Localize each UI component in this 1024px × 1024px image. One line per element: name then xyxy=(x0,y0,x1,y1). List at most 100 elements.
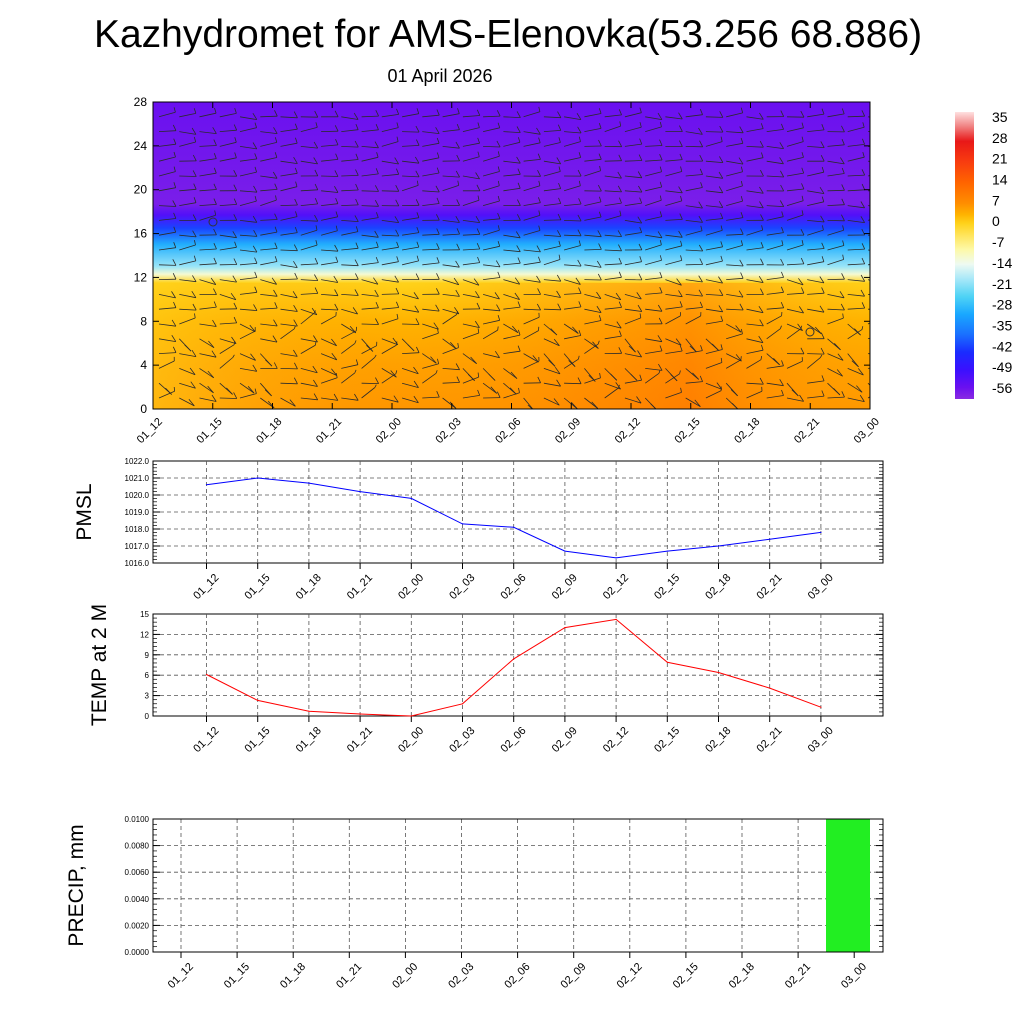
wind-barb-flag xyxy=(333,393,339,401)
wind-barb-flag xyxy=(833,388,841,396)
wind-barb-flag xyxy=(189,367,196,375)
wind-barb-flag xyxy=(698,289,703,297)
wind-barb xyxy=(361,146,379,149)
wind-barb-flag xyxy=(354,140,359,148)
y-tick-label: 1021.0 xyxy=(125,474,150,483)
wind-barb xyxy=(746,349,764,354)
wind-barb-flag xyxy=(331,368,337,376)
wind-barb xyxy=(158,130,177,132)
wind-barb-flag xyxy=(861,302,866,309)
wind-barb-flag xyxy=(739,259,744,267)
wind-barb-flag xyxy=(353,112,359,120)
wind-barb xyxy=(462,233,480,236)
wind-barb xyxy=(523,360,540,369)
wind-barb-flag xyxy=(456,228,460,235)
data-point xyxy=(513,526,515,528)
wind-barb xyxy=(300,344,316,354)
wind-barb xyxy=(604,175,622,179)
wind-barb-flag xyxy=(514,292,520,300)
wind-barb-flag xyxy=(619,210,622,216)
wind-barb xyxy=(645,216,662,221)
wind-barb-flag xyxy=(819,186,825,194)
wind-barb-flag xyxy=(172,273,177,280)
wind-barb-flag xyxy=(760,288,764,295)
wind-barb xyxy=(321,216,338,221)
wind-barb-flag xyxy=(659,195,662,201)
wind-barb xyxy=(321,190,339,193)
wind-barb xyxy=(300,279,318,281)
wind-barb-flag xyxy=(497,212,501,219)
wind-barb-flag xyxy=(375,110,379,117)
wind-barb xyxy=(604,382,621,390)
wind-barb xyxy=(645,171,662,177)
wind-barb-flag xyxy=(740,137,744,144)
wind-barb-flag xyxy=(313,141,319,149)
wind-barb xyxy=(645,199,662,206)
wind-barb-flag xyxy=(456,123,460,130)
wind-barb xyxy=(705,160,723,163)
wind-barb-flag xyxy=(416,255,419,262)
wind-barb-flag xyxy=(211,394,217,402)
wind-barb-flag xyxy=(355,123,359,130)
wind-barb xyxy=(645,277,663,280)
wind-barb xyxy=(280,172,298,177)
wind-barb-flag xyxy=(779,379,784,386)
wind-barb xyxy=(705,131,723,133)
wind-barb xyxy=(867,146,870,148)
wind-barb-flag xyxy=(538,197,541,203)
wind-barb xyxy=(604,202,622,206)
wind-barb xyxy=(341,323,357,334)
wind-barb-flag xyxy=(213,139,217,146)
wind-barb xyxy=(179,368,196,376)
wind-barb xyxy=(239,308,258,311)
wind-barb xyxy=(604,276,622,280)
wind-barb xyxy=(422,190,440,193)
wind-barb-flag xyxy=(475,215,481,223)
wind-barb xyxy=(847,382,863,393)
wind-barb-flag xyxy=(374,185,379,192)
x-tick-label: 01_12 xyxy=(191,572,221,602)
data-point xyxy=(820,706,822,708)
wind-barb-flag xyxy=(456,376,460,383)
x-tick-label: 03_00 xyxy=(852,416,882,446)
wind-barb-flag xyxy=(780,258,785,266)
wind-barb xyxy=(867,160,870,162)
wind-barb-flag xyxy=(698,201,703,209)
wind-barb-flag xyxy=(780,184,785,192)
wind-barb-flag xyxy=(598,139,602,147)
colorbar-label: 14 xyxy=(992,172,1008,188)
y-tick-label: 0.0040 xyxy=(125,895,150,904)
wind-barb-flag xyxy=(883,361,885,367)
wind-barb xyxy=(179,308,197,311)
wind-barb-flag xyxy=(226,387,233,395)
wind-barb xyxy=(564,264,582,267)
wind-barb-flag xyxy=(437,358,440,364)
y-tick-label: 1019.0 xyxy=(125,508,150,517)
wind-barb xyxy=(665,260,682,266)
wind-barb xyxy=(219,338,237,344)
wind-barb xyxy=(341,308,358,315)
wind-barb-flag xyxy=(598,122,602,129)
wind-barb-flag xyxy=(315,240,318,246)
wind-barb-flag xyxy=(692,372,699,380)
wind-barb xyxy=(219,113,237,118)
wind-barb-flag xyxy=(679,213,683,220)
x-tick-label: 02_09 xyxy=(553,416,583,446)
wind-barb xyxy=(442,129,460,132)
wind-barb-flag xyxy=(497,122,501,128)
wind-barb-flag xyxy=(477,151,480,157)
wind-barb-flag xyxy=(436,167,440,174)
wind-barb-flag xyxy=(335,211,339,217)
wind-barb xyxy=(624,190,642,193)
wind-barb xyxy=(402,308,419,313)
wind-barb-flag xyxy=(740,107,744,114)
wind-barb-flag xyxy=(477,195,480,201)
wind-barb xyxy=(402,113,419,118)
wind-barb xyxy=(361,279,379,285)
wind-barb xyxy=(726,277,744,280)
wind-barb xyxy=(300,220,318,222)
wind-barb xyxy=(827,229,844,236)
wind-barb xyxy=(260,397,275,409)
wind-barb-flag xyxy=(659,211,663,217)
wind-barb xyxy=(361,246,379,251)
